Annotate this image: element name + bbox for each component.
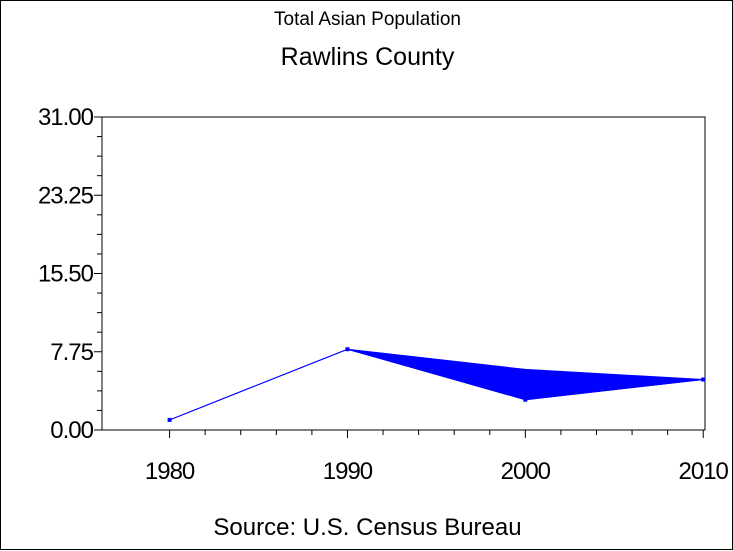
series-group <box>167 347 706 422</box>
chart-title: Total Asian Population <box>274 9 461 30</box>
source-footnote: Source: U.S. Census Bureau <box>213 514 522 541</box>
data-point <box>167 417 172 422</box>
x-tick-label: 2000 <box>501 458 551 485</box>
series-line <box>169 348 704 421</box>
data-point <box>701 377 706 382</box>
x-tick-label: 1990 <box>323 458 373 485</box>
y-axis: 0.00 7.75 15.50 23.25 31.00 <box>38 104 102 444</box>
x-axis: 1980 1990 2000 2010 <box>145 430 730 485</box>
chart-subtitle: Rawlins County <box>280 43 455 71</box>
x-tick-label: 1980 <box>145 458 195 485</box>
y-tick-label: 31.00 <box>38 104 94 131</box>
series-band <box>169 348 704 421</box>
y-tick-label: 23.25 <box>38 182 94 209</box>
x-tick-label: 2010 <box>679 458 729 485</box>
data-point <box>523 397 528 402</box>
y-tick-label: 7.75 <box>50 339 93 366</box>
y-tick-label: 0.00 <box>50 417 93 444</box>
data-point <box>345 347 350 352</box>
y-tick-label: 15.50 <box>38 261 94 288</box>
